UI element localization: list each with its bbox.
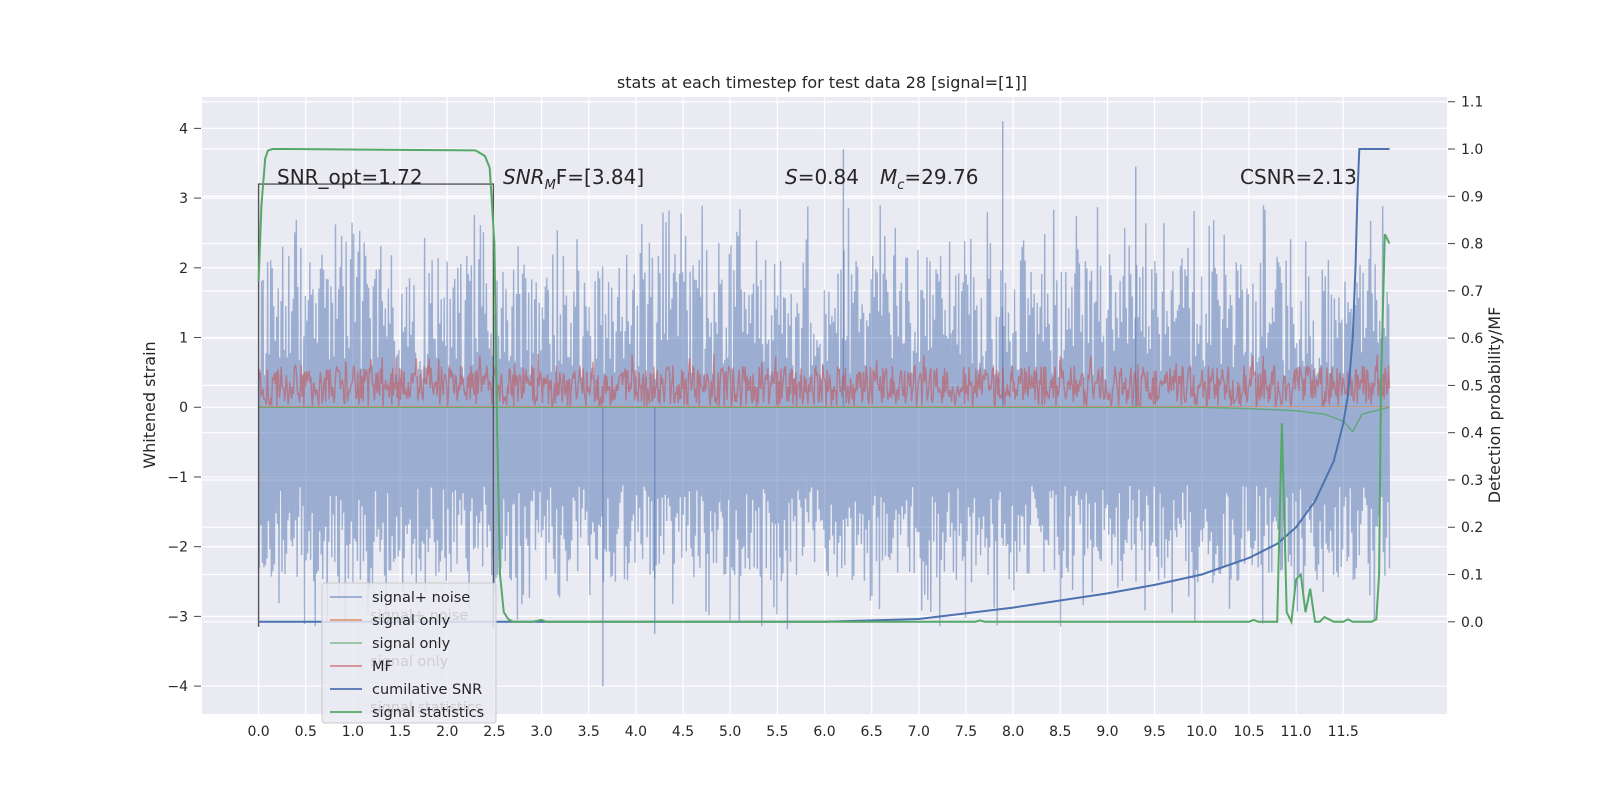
x-tick-label: 5.5: [766, 724, 788, 740]
legend-label: signal only: [372, 613, 451, 629]
annotation-csnr: CSNR=2.13: [1240, 165, 1357, 189]
y-tick-label: 0: [179, 400, 188, 416]
y2-tick-label: 0.5: [1461, 378, 1483, 394]
annotation-snr-opt: SNR_opt=1.72: [277, 165, 423, 189]
legend-ghost-label: signal+ noise: [370, 608, 468, 624]
y2-tick-label: 0.1: [1461, 568, 1483, 584]
x-tick-label: 9.5: [1143, 724, 1165, 740]
y2-tick-label: 1.1: [1461, 95, 1483, 111]
y2-tick-label: 0.4: [1461, 426, 1483, 442]
series-signal-statistics: [257, 148, 1391, 626]
y2-tick-label: 0.0: [1461, 615, 1483, 631]
legend-ghost-label: signal statistics: [370, 700, 482, 716]
x-tick-label: 7.5: [955, 724, 977, 740]
y-tick-label: −4: [167, 679, 188, 695]
x-tick-label: 2.0: [436, 724, 458, 740]
x-tick-label: 4.0: [625, 724, 647, 740]
x-tick-label: 3.0: [530, 724, 552, 740]
annotation-mc-sub: c: [897, 178, 904, 193]
y-tick-labels: 4 3 2 1 0 −1 −2 −3 −4: [167, 121, 201, 695]
annotation-s-value: =0.84: [798, 165, 859, 189]
annotation-s: S=0.84: [785, 165, 859, 189]
legend-label: cumilative SNR: [372, 682, 482, 698]
x-tick-label: 8.0: [1002, 724, 1024, 740]
x-tick-label: 7.0: [908, 724, 930, 740]
annotation-snr-mf-sub: M: [545, 178, 556, 193]
x-tick-label: 2.5: [483, 724, 505, 740]
legend-frame: [321, 582, 497, 724]
y2-tick-label: 0.6: [1461, 331, 1483, 347]
x-tick-label: 0.5: [295, 724, 317, 740]
y-tick-label: 1: [179, 331, 188, 347]
x-tick-label: 9.0: [1096, 724, 1118, 740]
legend-label: MF: [372, 659, 393, 675]
series-mf: [257, 353, 1391, 409]
legend-label: signal+ noise: [372, 590, 470, 606]
y2-tick-labels: 1.1 1.0 0.9 0.8 0.7 0.6 0.5 0.4 0.3 0.2 0.1 0.0: [1448, 95, 1483, 631]
x-tick-label: 1.0: [342, 724, 364, 740]
x-tick-label: 6.0: [813, 724, 835, 740]
annotation-s-label: S: [785, 165, 798, 189]
y-tick-label: 4: [179, 121, 188, 137]
x-tick-label: 4.5: [672, 724, 694, 740]
data-layer: [257, 121, 1391, 687]
annotation-snr-mf-rest: F=[3.84]: [556, 165, 644, 189]
y-tick-label: −2: [167, 540, 188, 556]
x-tick-label: 11.5: [1328, 724, 1359, 740]
series-signal-only: [258, 406, 1390, 433]
x-tick-label: 5.0: [719, 724, 741, 740]
x-tick-label: 10.0: [1186, 724, 1217, 740]
y-tick-label: 3: [179, 191, 188, 207]
x-tick-label: 6.5: [861, 724, 883, 740]
annotation-snr-mf: SNRMF=[3.84]: [503, 165, 644, 193]
annotation-mc-value: =29.76: [904, 165, 978, 189]
x-tick-label: 3.5: [578, 724, 600, 740]
x-tick-labels: 0.0 0.5 1.0 1.5 2.0 2.5 3.0 3.5 4.0 4.5 5.0 5.5 6.0 6…: [247, 724, 1358, 740]
legend-label: signal statistics: [372, 705, 484, 721]
legend-label: signal only: [372, 636, 451, 652]
y-axis-label: Whitened strain: [140, 341, 159, 468]
annotation-mc: Mc=29.76: [880, 165, 978, 193]
y2-tick-label: 0.2: [1461, 520, 1483, 536]
x-tick-label: 0.0: [247, 724, 269, 740]
x-tick-label: 11.0: [1281, 724, 1312, 740]
annotation-mc-label: M: [880, 165, 897, 189]
series-signal-noise: [257, 205, 1391, 630]
y-tick-label: −3: [167, 609, 188, 625]
y2-tick-label: 0.3: [1461, 473, 1483, 489]
y2-tick-label: 0.8: [1461, 237, 1483, 253]
y2-axis-label: Detection probability/MF: [1485, 307, 1504, 504]
x-tick-label: 10.5: [1233, 724, 1264, 740]
y2-tick-label: 1.0: [1461, 142, 1483, 158]
y-tick-label: 2: [179, 261, 188, 277]
annotation-snr-mf-main: SNR: [503, 165, 545, 189]
x-tick-label: 1.5: [389, 724, 411, 740]
y-tick-label: −1: [167, 470, 188, 486]
y2-tick-label: 0.7: [1461, 284, 1483, 300]
legend-ghost-label: signal only: [370, 654, 449, 670]
y2-tick-label: 0.9: [1461, 189, 1483, 205]
series-cumulative-snr: [258, 148, 1390, 623]
chart-title: stats at each timestep for test data 28 …: [617, 73, 1027, 92]
x-tick-label: 8.5: [1049, 724, 1071, 740]
